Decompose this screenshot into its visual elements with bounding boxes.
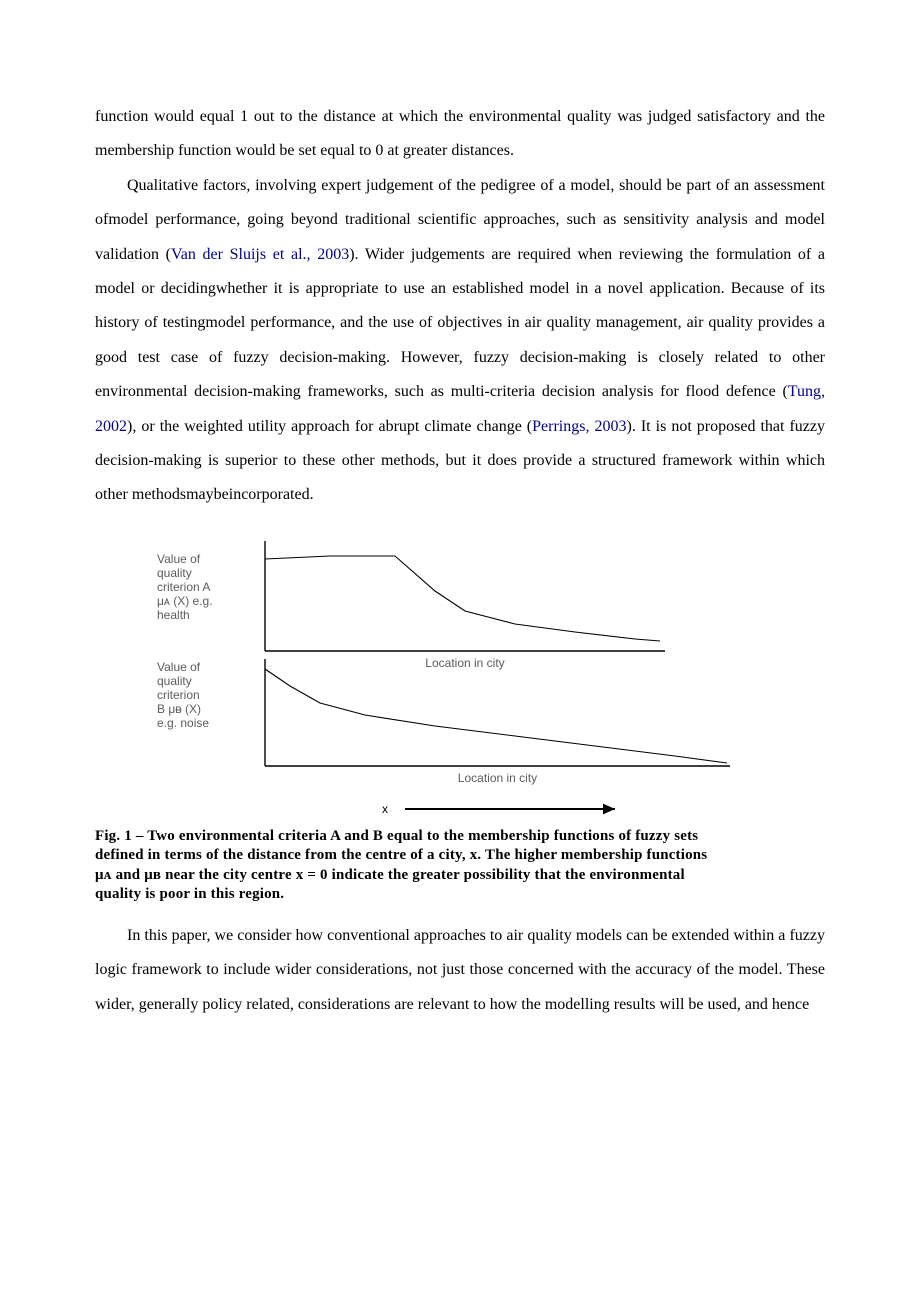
svg-text:e.g. noise: e.g. noise [157, 716, 209, 730]
svg-text:Location in city: Location in city [458, 771, 537, 785]
svg-text:quality: quality [157, 566, 192, 580]
svg-text:criterion: criterion [157, 688, 200, 702]
svg-text:Value of: Value of [157, 552, 201, 566]
figure-1-svg: Value ofqualitycriterion Aμᴀ (X) e.g.hea… [95, 531, 755, 821]
svg-text:Value of: Value of [157, 660, 201, 674]
paragraph-2: Qualitative factors, involving expert ju… [95, 169, 825, 513]
figure-1-charts: Value ofqualitycriterion Aμᴀ (X) e.g.hea… [95, 531, 755, 821]
paragraph-1: function would equal 1 out to the distan… [95, 100, 825, 169]
svg-text:μᴀ (X) e.g.: μᴀ (X) e.g. [157, 594, 213, 608]
p2-mid1: ). Wider judgements are required when re… [95, 246, 825, 401]
svg-text:x: x [382, 802, 388, 816]
citation-vandersluijs: Van der Sluijs et al., 2003 [171, 246, 349, 263]
figure-1: Value ofqualitycriterion Aμᴀ (X) e.g.hea… [95, 531, 755, 905]
paragraph-3: In this paper, we consider how conventio… [95, 919, 825, 1022]
figure-1-caption: Fig. 1 – Two environmental criteria A an… [95, 827, 713, 905]
svg-text:quality: quality [157, 674, 192, 688]
svg-text:health: health [157, 608, 190, 622]
svg-text:criterion A: criterion A [157, 580, 210, 594]
p2-mid2: ), or the weighted utility approach for … [127, 418, 532, 435]
svg-text:Location in city: Location in city [425, 656, 504, 670]
citation-perrings: Perrings, 2003 [532, 418, 626, 435]
svg-text:B μᴃ (X): B μᴃ (X) [157, 702, 201, 716]
